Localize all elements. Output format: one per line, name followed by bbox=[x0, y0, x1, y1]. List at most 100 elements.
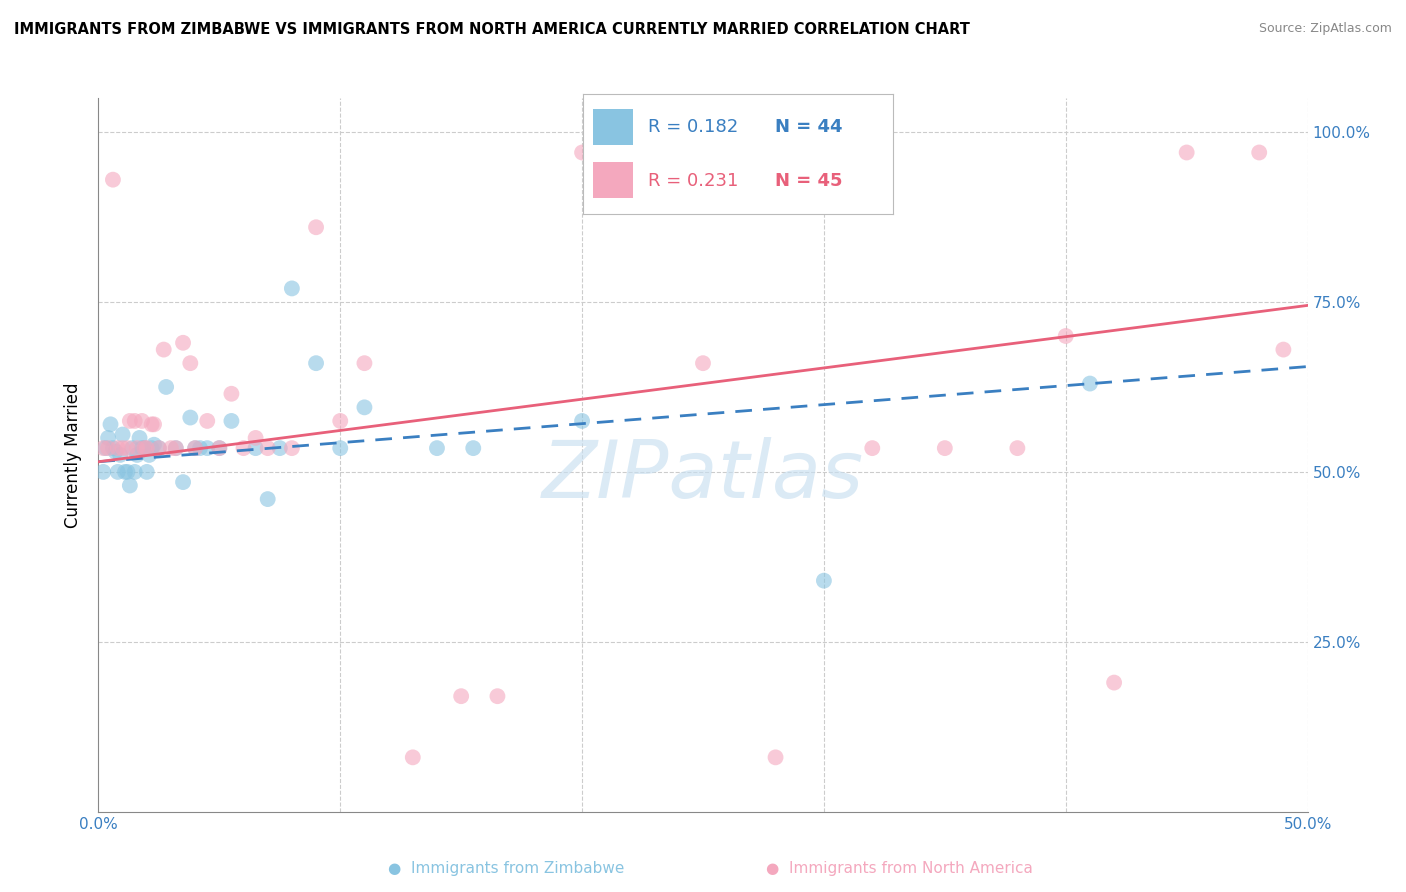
Text: N = 44: N = 44 bbox=[775, 118, 842, 136]
Point bbox=[463, 441, 485, 455]
Point bbox=[486, 689, 509, 703]
Point bbox=[353, 401, 375, 415]
Point bbox=[329, 441, 352, 455]
Text: ZIPatlas: ZIPatlas bbox=[541, 437, 865, 516]
Point bbox=[118, 478, 141, 492]
Point bbox=[571, 414, 593, 428]
Point bbox=[118, 414, 141, 428]
Point bbox=[184, 441, 207, 455]
Point bbox=[131, 441, 153, 455]
Point bbox=[353, 356, 375, 370]
Point bbox=[108, 448, 131, 462]
Point bbox=[269, 441, 291, 455]
Point bbox=[134, 441, 156, 455]
Text: R = 0.182: R = 0.182 bbox=[648, 118, 738, 136]
Point bbox=[934, 441, 956, 455]
Point bbox=[1078, 376, 1101, 391]
Point bbox=[135, 441, 157, 455]
Point bbox=[1272, 343, 1295, 357]
Point bbox=[195, 441, 218, 455]
Text: R = 0.231: R = 0.231 bbox=[648, 172, 738, 190]
Text: N = 45: N = 45 bbox=[775, 172, 842, 190]
Point bbox=[165, 441, 187, 455]
Point bbox=[128, 431, 150, 445]
Point bbox=[124, 465, 146, 479]
Point bbox=[111, 427, 134, 442]
Point bbox=[94, 441, 117, 455]
Point bbox=[305, 220, 328, 235]
Point bbox=[155, 380, 177, 394]
Point bbox=[172, 475, 194, 489]
Point bbox=[221, 414, 243, 428]
Point bbox=[256, 492, 278, 507]
Point bbox=[91, 465, 114, 479]
Point bbox=[813, 574, 835, 588]
Bar bbox=[593, 110, 633, 145]
Point bbox=[179, 356, 201, 370]
Point bbox=[104, 444, 127, 458]
Point bbox=[179, 410, 201, 425]
Text: Source: ZipAtlas.com: Source: ZipAtlas.com bbox=[1258, 22, 1392, 36]
Point bbox=[124, 414, 146, 428]
Point bbox=[121, 441, 143, 455]
Point bbox=[97, 431, 120, 445]
Point bbox=[152, 343, 174, 357]
Point bbox=[329, 414, 352, 428]
Point bbox=[114, 465, 136, 479]
Point bbox=[111, 441, 134, 455]
Point bbox=[107, 441, 129, 455]
Point bbox=[692, 356, 714, 370]
Point bbox=[195, 414, 218, 428]
Point bbox=[135, 465, 157, 479]
Point bbox=[188, 441, 211, 455]
Point bbox=[1249, 145, 1271, 160]
Point bbox=[160, 441, 183, 455]
Point bbox=[305, 356, 328, 370]
Point bbox=[127, 441, 149, 455]
Point bbox=[165, 441, 187, 455]
Point bbox=[1054, 329, 1077, 343]
Point bbox=[281, 441, 304, 455]
Point bbox=[571, 145, 593, 160]
Bar bbox=[593, 162, 633, 198]
Point bbox=[184, 441, 207, 455]
Point bbox=[141, 441, 163, 455]
Point bbox=[245, 431, 267, 445]
Point bbox=[97, 441, 120, 455]
Text: IMMIGRANTS FROM ZIMBABWE VS IMMIGRANTS FROM NORTH AMERICA CURRENTLY MARRIED CORR: IMMIGRANTS FROM ZIMBABWE VS IMMIGRANTS F… bbox=[14, 22, 970, 37]
Point bbox=[208, 441, 231, 455]
Point bbox=[148, 441, 170, 455]
Point bbox=[245, 441, 267, 455]
Point bbox=[402, 750, 425, 764]
Point bbox=[117, 441, 139, 455]
Point bbox=[100, 417, 122, 432]
Point bbox=[101, 441, 124, 455]
Point bbox=[426, 441, 449, 455]
Y-axis label: Currently Married: Currently Married bbox=[65, 382, 83, 528]
Point bbox=[117, 465, 139, 479]
Point bbox=[131, 414, 153, 428]
Point bbox=[172, 335, 194, 350]
Point bbox=[221, 386, 243, 401]
Point bbox=[138, 448, 160, 462]
Point bbox=[143, 417, 166, 432]
Point bbox=[281, 281, 304, 295]
Point bbox=[91, 441, 114, 455]
Point bbox=[765, 750, 787, 764]
Point bbox=[1175, 145, 1198, 160]
Text: ●  Immigrants from Zimbabwe: ● Immigrants from Zimbabwe bbox=[388, 861, 624, 876]
Point bbox=[143, 438, 166, 452]
Point bbox=[232, 441, 254, 455]
Point bbox=[860, 441, 883, 455]
Point bbox=[1102, 675, 1125, 690]
Point bbox=[127, 448, 149, 462]
Point bbox=[148, 441, 170, 455]
Point bbox=[1007, 441, 1029, 455]
Point bbox=[107, 465, 129, 479]
Point bbox=[101, 172, 124, 186]
Point bbox=[256, 441, 278, 455]
Text: ●  Immigrants from North America: ● Immigrants from North America bbox=[766, 861, 1033, 876]
Point bbox=[134, 441, 156, 455]
Point bbox=[208, 441, 231, 455]
Point bbox=[141, 417, 163, 432]
